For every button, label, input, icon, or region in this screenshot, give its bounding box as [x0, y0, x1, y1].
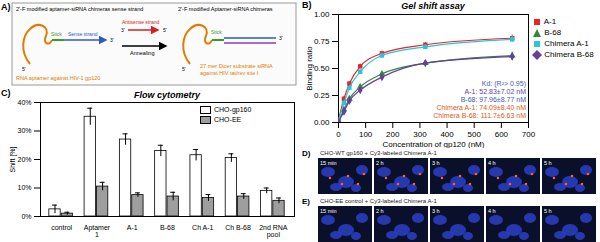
- svg-text:A-1: A-1: [127, 224, 138, 231]
- svg-text:Aptamer1: Aptamer1: [84, 224, 111, 238]
- svg-text:A): A): [1, 2, 11, 12]
- svg-text:4 h: 4 h: [488, 208, 496, 214]
- html-text:D): D): [302, 149, 311, 158]
- svg-text:RNA aptamer against HIV-1 gp12: RNA aptamer against HIV-1 gp120: [16, 75, 100, 81]
- svg-text:Concentration of gp120 (nM): Concentration of gp120 (nM): [383, 140, 485, 149]
- html-text:B-68: 97.96±8.77 nM: B-68: 97.96±8.77 nM: [460, 96, 526, 103]
- svg-text:15 min: 15 min: [320, 208, 337, 214]
- html-text:Chimera B-68: 111.7±6.63 nM: Chimera B-68: 111.7±6.63 nM: [433, 112, 526, 119]
- svg-text:Ch A-1: Ch A-1: [192, 224, 214, 231]
- svg-text:100: 100: [359, 130, 373, 139]
- svg-text:1.00: 1.00: [314, 10, 330, 19]
- html-text:Gel shift assay: Gel shift assay: [401, 1, 465, 11]
- svg-text:control: control: [51, 224, 72, 231]
- svg-text:Stick: Stick: [211, 29, 222, 35]
- svg-text:2'-F modified Aptamer-siRNA ch: 2'-F modified Aptamer-siRNA chimeras: [178, 6, 273, 12]
- svg-text:Binding ratio: Binding ratio: [305, 46, 314, 91]
- svg-text:5': 5': [163, 27, 167, 33]
- svg-text:Shift [%]: Shift [%]: [9, 146, 17, 172]
- svg-text:700: 700: [522, 130, 536, 139]
- svg-text:2 h: 2 h: [376, 160, 384, 166]
- svg-text:10%: 10%: [17, 184, 31, 191]
- svg-text:against HIV tat/rev site I: against HIV tat/rev site I: [200, 70, 259, 76]
- svg-text:30%: 30%: [17, 127, 31, 134]
- svg-text:2'-F modified aptamer-siRNA ch: 2'-F modified aptamer-siRNA chimeras sen…: [16, 6, 143, 12]
- svg-text:2nd RNApool: 2nd RNApool: [259, 224, 288, 239]
- svg-text:400: 400: [440, 130, 454, 139]
- html-text:CHO-WT gp160 + Cy3-labeled Chi: CHO-WT gp160 + Cy3-labeled Chimera A-1: [320, 150, 437, 156]
- html-text:Flow cytometry: Flow cytometry: [134, 90, 200, 100]
- svg-text:Stick: Stick: [51, 31, 62, 37]
- html-text:B-68: B-68: [542, 28, 562, 37]
- svg-text:Ch B-68: Ch B-68: [225, 224, 251, 231]
- svg-text:4 h: 4 h: [488, 160, 496, 166]
- html-text:B): B): [302, 0, 312, 10]
- svg-text:600: 600: [495, 130, 509, 139]
- svg-text:0.75: 0.75: [314, 37, 330, 46]
- svg-text:27 mer Dicer substrate siRNA: 27 mer Dicer substrate siRNA: [200, 63, 273, 69]
- html-text:CHO-gp160: CHO-gp160: [214, 106, 252, 113]
- svg-text:0%: 0%: [21, 213, 31, 220]
- svg-text:Antisense strand: Antisense strand: [122, 19, 159, 25]
- svg-text:3 h: 3 h: [432, 160, 440, 166]
- svg-text:0.25: 0.25: [314, 91, 330, 100]
- svg-text:5': 5': [22, 66, 26, 72]
- svg-text:3': 3': [110, 37, 114, 43]
- svg-text:300: 300: [413, 130, 427, 139]
- svg-text:40%: 40%: [17, 99, 31, 106]
- html-text:E): E): [302, 197, 310, 206]
- html-text:CHO-EE: CHO-EE: [214, 116, 242, 123]
- svg-text:5': 5': [182, 66, 186, 72]
- svg-text:0: 0: [336, 130, 341, 139]
- html-text:Chimera A-1: Chimera A-1: [542, 39, 589, 48]
- html-text:A-1: 52.83±7.02 nM: A-1: 52.83±7.02 nM: [464, 88, 526, 95]
- svg-text:B-68: B-68: [160, 224, 175, 231]
- html-text:Chimera A-1: 74.09±8.40 nM: Chimera A-1: 74.09±8.40 nM: [436, 104, 526, 111]
- svg-text:0.00: 0.00: [314, 118, 330, 127]
- svg-text:15 min: 15 min: [320, 160, 337, 166]
- svg-text:200: 200: [386, 130, 400, 139]
- html-text:C): C): [1, 88, 11, 98]
- svg-text:5 h: 5 h: [544, 160, 552, 166]
- html-text:Chimera B-68: Chimera B-68: [542, 50, 594, 59]
- svg-text:3': 3': [121, 27, 125, 33]
- svg-text:3': 3': [279, 35, 283, 41]
- svg-text:500: 500: [468, 130, 482, 139]
- html-text:CHO-EE control + Cy3-labeled C: CHO-EE control + Cy3-labeled Chimera A-1: [320, 198, 437, 204]
- html-text:A-1: A-1: [542, 17, 557, 26]
- svg-text:20%: 20%: [17, 156, 31, 163]
- svg-text:2 h: 2 h: [376, 208, 384, 214]
- html-text:Kd: (R²> 0.95): Kd: (R²> 0.95): [481, 80, 526, 87]
- svg-text:0.50: 0.50: [314, 64, 330, 73]
- svg-text:5 h: 5 h: [544, 208, 552, 214]
- svg-text:Annealing: Annealing: [130, 50, 154, 56]
- svg-text:3 h: 3 h: [432, 208, 440, 214]
- svg-text:Sense strand: Sense strand: [68, 31, 98, 37]
